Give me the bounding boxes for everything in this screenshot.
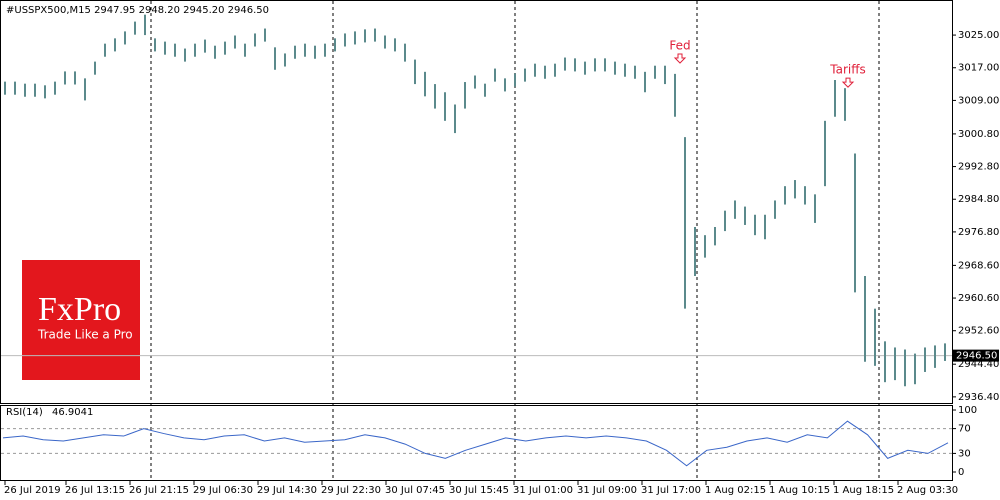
logo-slogan: Trade Like a Pro (37, 328, 133, 342)
rsi-line (2, 420, 949, 467)
y-tick-label: 3009.00 (958, 95, 999, 106)
x-tick-label: 1 Aug 18:15 (833, 485, 894, 496)
logo-box (22, 260, 140, 380)
rsi-tick-label: 70 (958, 424, 971, 435)
x-tick-label: 31 Jul 17:00 (641, 485, 701, 496)
y-tick-label: 2944.40 (958, 359, 999, 370)
x-tick-label: 2 Aug 03:30 (897, 485, 958, 496)
y-tick-label: 2960.60 (958, 293, 999, 304)
rsi-tick-label: 0 (958, 467, 964, 478)
annotation-arrow (841, 77, 855, 88)
logo-name: FxPro (38, 291, 121, 328)
chart-title: #USSPX500,M15 2947.95 2948.20 2945.20 29… (6, 5, 269, 16)
x-tick-label: 1 Aug 02:15 (705, 485, 766, 496)
rsi-tick-label: 30 (958, 448, 971, 459)
rsi-tick-label: 100 (958, 405, 977, 416)
rsi-current: 46.9041 (52, 407, 93, 418)
price-panel (0, 0, 953, 404)
y-tick-label: 3017.00 (958, 63, 999, 74)
y-tick-label: 2936.40 (958, 392, 999, 403)
y-tick-label: 3025.00 (958, 30, 999, 41)
y-tick-label: 2984.80 (958, 194, 999, 205)
x-tick-label: 30 Jul 15:45 (449, 485, 509, 496)
x-tick-label: 31 Jul 01:00 (513, 485, 573, 496)
rsi-label: RSI(14) (6, 407, 43, 418)
annotation-arrow (673, 53, 687, 64)
rsi-panel (0, 405, 953, 481)
x-tick-label: 29 Jul 14:30 (257, 485, 317, 496)
y-tick-label: 2976.80 (958, 227, 999, 238)
x-tick-label: 29 Jul 22:30 (321, 485, 381, 496)
x-tick-label: 26 Jul 2019 (4, 485, 61, 496)
x-tick-label: 26 Jul 21:15 (129, 485, 189, 496)
last-price-box (953, 349, 999, 362)
y-tick-label: 2968.60 (958, 260, 999, 271)
y-tick-label: 2992.80 (958, 162, 999, 173)
x-tick-label: 29 Jul 06:30 (193, 485, 253, 496)
x-tick-label: 26 Jul 13:15 (65, 485, 125, 496)
annotation: Fed (669, 39, 690, 53)
x-tick-label: 30 Jul 07:45 (385, 485, 445, 496)
last-price-label: 2946.50 (956, 351, 997, 362)
x-tick-label: 1 Aug 10:15 (769, 485, 830, 496)
y-tick-label: 3000.80 (958, 129, 999, 140)
annotation: Tariffs (829, 63, 865, 77)
y-tick-label: 2952.60 (958, 326, 999, 337)
x-tick-label: 31 Jul 09:00 (577, 485, 637, 496)
